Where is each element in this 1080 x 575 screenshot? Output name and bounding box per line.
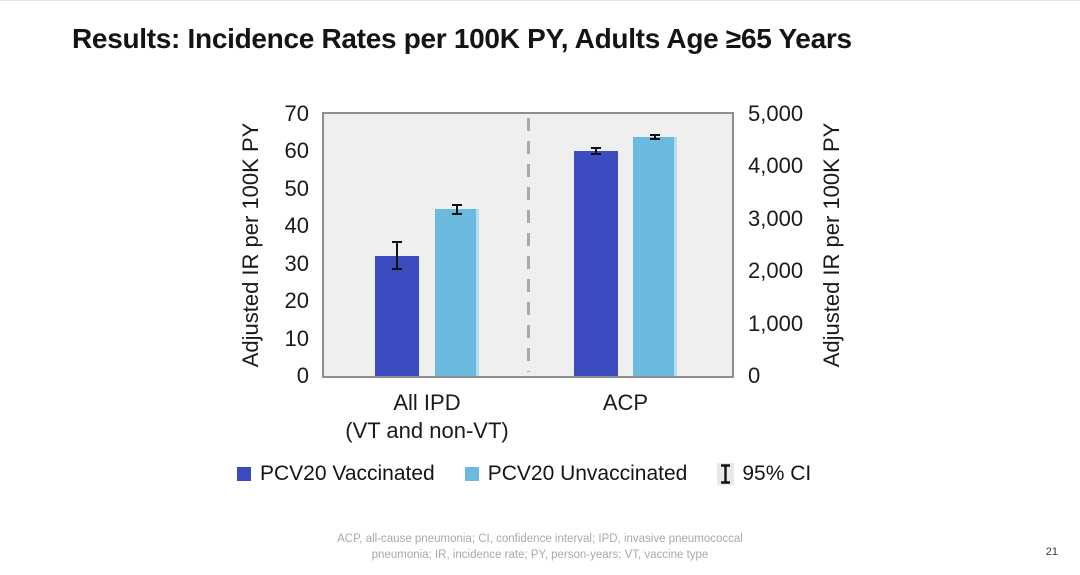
right-axis-tick-4-000: 4,000 xyxy=(748,153,804,179)
error-bar-cap-bottom xyxy=(392,268,402,271)
left-axis-tick-30: 30 xyxy=(284,250,309,276)
error-bar-cap-bottom xyxy=(452,212,462,215)
left-axis-tick-10: 10 xyxy=(284,325,309,351)
right-axis-tick-2-000: 2,000 xyxy=(748,258,804,284)
bar-acp-pcv20-unvaccinated xyxy=(633,137,677,376)
error-bar-cap-top xyxy=(650,133,660,136)
error-bar-cap-bottom xyxy=(650,138,660,141)
error-bar-stem xyxy=(654,134,656,140)
left-axis-tick-50: 50 xyxy=(284,175,309,201)
left-axis-tick-70: 70 xyxy=(284,101,309,126)
error-bar-stem xyxy=(595,147,597,154)
legend-item-pcv20-unvaccinated: PCV20 Unvaccinated xyxy=(464,462,688,486)
legend-label: PCV20 Vaccinated xyxy=(260,462,435,485)
x-axis-group-label-all-ipd: (VT and non-VT) xyxy=(345,418,509,443)
right-axis-tick-0: 0 xyxy=(748,363,761,388)
bar-all-ipd-pcv20-vaccinated xyxy=(375,256,419,376)
error-bar-cap-top xyxy=(392,241,402,243)
error-bar-cap-bottom xyxy=(591,152,601,155)
legend-swatch-icon xyxy=(237,467,251,481)
footnote-line-2: pneumonia; IR, incidence rate; PY, perso… xyxy=(371,548,709,561)
footnote-line-1: ACP, all-cause pneumonia; CI, confidence… xyxy=(337,533,743,545)
plot-area xyxy=(322,112,734,378)
right-axis-tick-3-000: 3,000 xyxy=(748,205,804,231)
group-divider-line xyxy=(527,118,530,372)
left-axis-tick-60: 60 xyxy=(284,138,309,164)
error-bar-cap-top xyxy=(591,146,601,149)
footnote: ACP, all-cause pneumonia; CI, confidence… xyxy=(0,532,1080,563)
left-axis-tick-40: 40 xyxy=(284,213,309,239)
right-axis-tick-1-000: 1,000 xyxy=(748,310,804,336)
legend-item-95-ci: 95% CI xyxy=(717,462,811,486)
legend-swatch-icon xyxy=(464,467,479,481)
bar-all-ipd-pcv20-unvaccinated xyxy=(435,209,479,376)
x-axis-group-label-all-ipd: All IPD xyxy=(393,390,461,415)
legend-item-pcv20-vaccinated: PCV20 Vaccinated xyxy=(237,462,435,486)
x-axis-group-label-acp: ACP xyxy=(602,390,649,415)
right-axis-tick-5-000: 5,000 xyxy=(748,101,804,126)
error-bar-stem xyxy=(396,242,398,270)
error-bar-icon xyxy=(717,463,735,485)
left-axis-tick-0: 0 xyxy=(296,363,309,388)
error-bar-stem xyxy=(456,204,458,214)
error-bar-cap-top xyxy=(452,203,462,206)
bar-acp-pcv20-vaccinated xyxy=(574,150,618,376)
left-axis-tick-20: 20 xyxy=(284,288,309,314)
page-number: 21 xyxy=(1045,546,1058,558)
legend-label: 95% CI xyxy=(742,462,812,485)
slide-title: Results: Incidence Rates per 100K PY, Ad… xyxy=(72,23,852,54)
legend-label: PCV20 Unvaccinated xyxy=(487,462,688,485)
legend: PCV20 Vaccinated PCV20 Unvaccinated 95% CI xyxy=(237,462,811,486)
